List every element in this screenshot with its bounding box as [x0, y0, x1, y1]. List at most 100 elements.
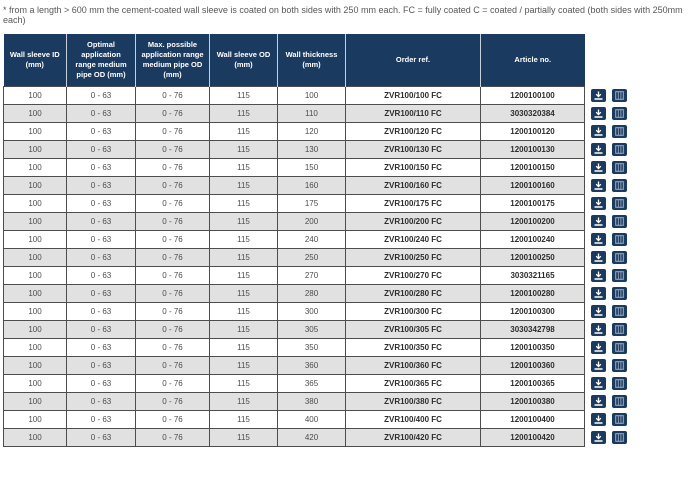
download-button[interactable]: [591, 394, 606, 408]
table-button[interactable]: [612, 430, 628, 444]
table-button[interactable]: [612, 88, 628, 102]
download-icon: [594, 415, 603, 424]
download-icon: [594, 217, 603, 226]
table-button[interactable]: [612, 178, 628, 192]
table-button[interactable]: [612, 214, 628, 228]
download-icon: [594, 397, 603, 406]
table-button[interactable]: [612, 196, 628, 210]
table-icon: [615, 144, 625, 154]
table-row: 100 0 - 63 0 - 76 115 280 ZVR100/280 FC …: [3, 283, 637, 303]
optimal-range-cell: 0 - 63: [66, 193, 136, 213]
download-button[interactable]: [591, 196, 606, 210]
download-button[interactable]: [591, 88, 606, 102]
wall-sleeve-od-cell: 115: [209, 373, 278, 393]
download-button[interactable]: [591, 250, 606, 264]
table-button[interactable]: [612, 232, 628, 246]
table-icon: [615, 432, 625, 442]
row-actions: [584, 284, 637, 302]
table-button[interactable]: [612, 394, 628, 408]
row-actions: [584, 122, 637, 140]
download-button[interactable]: [591, 412, 606, 426]
table-button[interactable]: [612, 268, 628, 282]
order-ref-cell: ZVR100/100 FC: [345, 85, 481, 105]
download-button[interactable]: [591, 358, 606, 372]
table-button[interactable]: [612, 304, 628, 318]
wall-sleeve-id-cell: 100: [3, 337, 67, 357]
row-actions: [584, 230, 637, 248]
article-no-cell: 1200100300: [480, 301, 585, 321]
table-icon: [615, 360, 625, 370]
download-button[interactable]: [591, 304, 606, 318]
table-button[interactable]: [612, 124, 628, 138]
max-range-cell: 0 - 76: [135, 85, 210, 105]
max-range-cell: 0 - 76: [135, 427, 210, 447]
download-icon: [594, 235, 603, 244]
article-no-cell: 1200100420: [480, 427, 585, 447]
download-button[interactable]: [591, 286, 606, 300]
max-range-cell: 0 - 76: [135, 337, 210, 357]
wall-sleeve-od-cell: 115: [209, 175, 278, 195]
table-icon: [615, 252, 625, 262]
table-button[interactable]: [612, 250, 628, 264]
download-button[interactable]: [591, 178, 606, 192]
row-actions: [584, 140, 637, 158]
download-button[interactable]: [591, 340, 606, 354]
table-button[interactable]: [612, 376, 628, 390]
download-button[interactable]: [591, 322, 606, 336]
order-ref-cell: ZVR100/120 FC: [345, 121, 481, 141]
max-range-cell: 0 - 76: [135, 283, 210, 303]
order-ref-cell: ZVR100/200 FC: [345, 211, 481, 231]
order-ref-cell: ZVR100/270 FC: [345, 265, 481, 285]
download-button[interactable]: [591, 142, 606, 156]
wall-thickness-cell: 365: [277, 373, 346, 393]
download-button[interactable]: [591, 160, 606, 174]
wall-sleeve-id-cell: 100: [3, 175, 67, 195]
row-actions: [584, 320, 637, 338]
table-button[interactable]: [612, 322, 628, 336]
download-button[interactable]: [591, 124, 606, 138]
optimal-range-cell: 0 - 63: [66, 355, 136, 375]
max-range-cell: 0 - 76: [135, 121, 210, 141]
table-button[interactable]: [612, 358, 628, 372]
download-button[interactable]: [591, 106, 606, 120]
optimal-range-cell: 0 - 63: [66, 265, 136, 285]
order-ref-cell: ZVR100/380 FC: [345, 391, 481, 411]
col-header-wall-sleeve-od: Wall sleeve OD (mm): [209, 34, 278, 86]
wall-sleeve-id-cell: 100: [3, 409, 67, 429]
article-no-cell: 1200100350: [480, 337, 585, 357]
table-button[interactable]: [612, 142, 628, 156]
order-ref-cell: ZVR100/250 FC: [345, 247, 481, 267]
table-button[interactable]: [612, 412, 628, 426]
download-button[interactable]: [591, 268, 606, 282]
order-ref-cell: ZVR100/305 FC: [345, 319, 481, 339]
order-ref-cell: ZVR100/350 FC: [345, 337, 481, 357]
download-button[interactable]: [591, 214, 606, 228]
max-range-cell: 0 - 76: [135, 193, 210, 213]
wall-sleeve-od-cell: 115: [209, 193, 278, 213]
optimal-range-cell: 0 - 63: [66, 157, 136, 177]
table-button[interactable]: [612, 340, 628, 354]
table-icon: [615, 396, 625, 406]
wall-thickness-cell: 300: [277, 301, 346, 321]
max-range-cell: 0 - 76: [135, 247, 210, 267]
table-icon: [615, 216, 625, 226]
table-icon: [615, 90, 625, 100]
table-icon: [615, 270, 625, 280]
table-button[interactable]: [612, 106, 628, 120]
wall-thickness-cell: 420: [277, 427, 346, 447]
table-row: 100 0 - 63 0 - 76 115 110 ZVR100/110 FC …: [3, 103, 637, 123]
table-button[interactable]: [612, 160, 628, 174]
row-actions: [584, 176, 637, 194]
table-button[interactable]: [612, 286, 628, 300]
max-range-cell: 0 - 76: [135, 319, 210, 339]
optimal-range-cell: 0 - 63: [66, 211, 136, 231]
wall-thickness-cell: 175: [277, 193, 346, 213]
table-icon: [615, 306, 625, 316]
download-button[interactable]: [591, 232, 606, 246]
download-button[interactable]: [591, 376, 606, 390]
wall-thickness-cell: 400: [277, 409, 346, 429]
download-button[interactable]: [591, 430, 606, 444]
wall-sleeve-id-cell: 100: [3, 427, 67, 447]
optimal-range-cell: 0 - 63: [66, 301, 136, 321]
col-header-optimal-range: Optimal application range medium pipe OD…: [66, 34, 136, 86]
